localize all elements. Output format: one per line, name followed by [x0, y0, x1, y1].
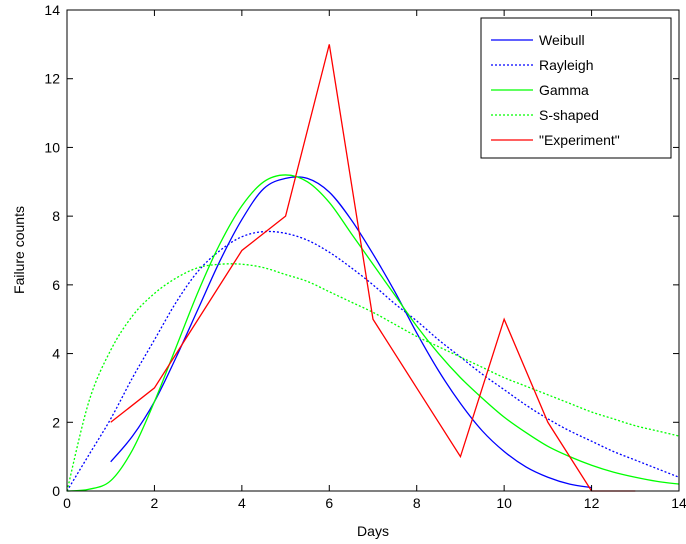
- legend-label: Weibull: [539, 32, 585, 48]
- legend-label: Rayleigh: [539, 57, 593, 73]
- x-tick-label: 4: [238, 495, 246, 511]
- x-tick-label: 12: [584, 495, 600, 511]
- y-tick-label: 4: [52, 346, 60, 362]
- x-axis-title: Days: [357, 523, 389, 539]
- y-axis-title: Failure counts: [11, 206, 27, 294]
- y-tick-label: 14: [44, 2, 60, 18]
- legend-label: S-shaped: [539, 107, 599, 123]
- y-tick-label: 8: [52, 208, 60, 224]
- legend-label: "Experiment": [539, 132, 620, 148]
- y-tick-label: 6: [52, 277, 60, 293]
- series-line-1: [66, 230, 680, 492]
- legend: Weibull Rayleigh Gamma S-shaped "Experiment": [480, 17, 672, 159]
- x-tick-label: 10: [496, 495, 512, 511]
- x-tick-label: 2: [151, 495, 159, 511]
- tick-layer: 0 2 4 6 8 10 12 14 0 2 4 6 8 10 12 14: [44, 2, 686, 511]
- plot-frame: [66, 9, 680, 492]
- x-tick-label: 0: [63, 495, 71, 511]
- legend-label: Gamma: [539, 82, 589, 98]
- series-line-3: [66, 263, 680, 492]
- series-line-4: [110, 44, 636, 492]
- y-tick-label: 12: [44, 71, 60, 87]
- x-tick-label: 6: [325, 495, 333, 511]
- x-tick-label: 14: [671, 495, 686, 511]
- y-tick-label: 0: [52, 483, 60, 499]
- series-line-0: [110, 176, 592, 489]
- legend-box: [480, 17, 672, 159]
- series-layer: [66, 44, 680, 492]
- y-tick-label: 2: [52, 414, 60, 430]
- x-tick-label: 8: [413, 495, 421, 511]
- y-tick-label: 10: [44, 139, 60, 155]
